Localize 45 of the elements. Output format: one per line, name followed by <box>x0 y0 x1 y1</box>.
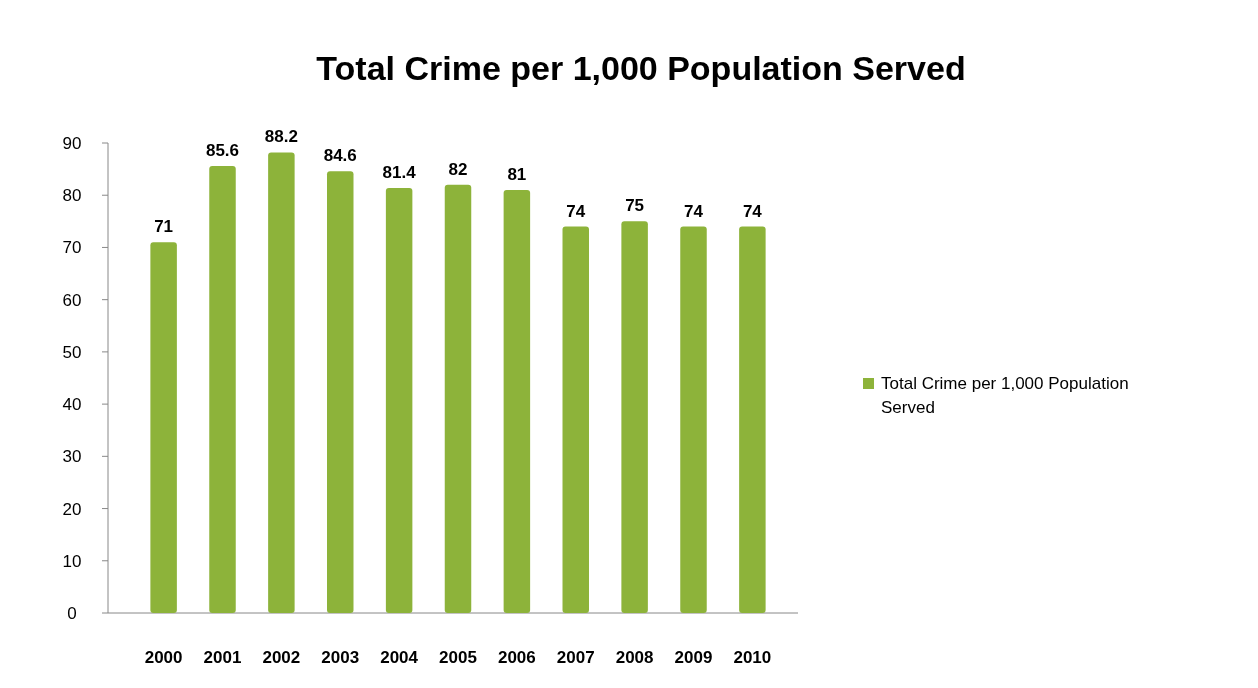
y-tick-label: 0 <box>67 604 77 623</box>
data-label: 88.2 <box>264 127 298 147</box>
x-tick-label: 2008 <box>615 648 654 667</box>
y-tick-label: 20 <box>62 499 82 519</box>
y-tick-label: 50 <box>62 342 82 362</box>
data-label: 82 <box>448 159 468 179</box>
x-tick-label: 2000 <box>144 648 183 667</box>
y-tick-label: 30 <box>62 447 82 467</box>
x-tick-label: 2005 <box>439 648 477 667</box>
y-tick-label: 70 <box>62 238 82 258</box>
data-label: 84.6 <box>323 146 357 166</box>
bar <box>150 242 177 613</box>
bar <box>209 165 236 613</box>
bar <box>503 190 531 613</box>
data-label: 81 <box>507 165 527 184</box>
bar <box>680 226 707 613</box>
legend-label: Total Crime per 1,000 Population Served <box>881 374 1129 417</box>
bar <box>621 221 648 613</box>
x-tick-label: 2007 <box>556 648 595 667</box>
data-label: 81.4 <box>382 162 417 182</box>
bar <box>268 152 295 613</box>
data-label: 71 <box>154 217 174 237</box>
x-tick-label: 2003 <box>321 648 360 667</box>
y-tick-label: 10 <box>62 551 82 571</box>
bar <box>444 184 472 613</box>
bar <box>385 187 413 613</box>
x-tick-label: 2001 <box>203 648 242 667</box>
x-tick-label: 2009 <box>674 648 713 667</box>
bar <box>327 171 354 613</box>
x-tick-label: 2002 <box>262 648 301 667</box>
y-tick-label: 40 <box>62 395 82 415</box>
data-label: 74 <box>566 201 586 221</box>
x-tick-label: 2010 <box>733 648 772 667</box>
y-tick-label: 60 <box>62 290 82 310</box>
x-tick-label: 2006 <box>497 648 536 667</box>
data-label: 74 <box>742 201 763 221</box>
data-label: 85.6 <box>205 140 240 160</box>
x-tick-label: 2004 <box>380 648 419 667</box>
data-label: 75 <box>625 196 645 216</box>
bar <box>739 226 766 613</box>
chart-title: Total Crime per 1,000 Population Served <box>316 49 966 87</box>
bar <box>562 226 589 613</box>
y-tick-label: 90 <box>62 134 82 153</box>
data-label: 74 <box>684 201 704 221</box>
y-tick-label: 80 <box>62 186 82 206</box>
